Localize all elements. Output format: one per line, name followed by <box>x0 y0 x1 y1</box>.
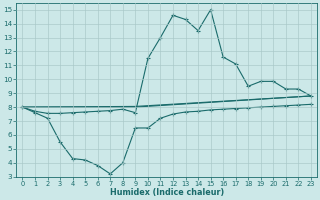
X-axis label: Humidex (Indice chaleur): Humidex (Indice chaleur) <box>109 188 224 197</box>
